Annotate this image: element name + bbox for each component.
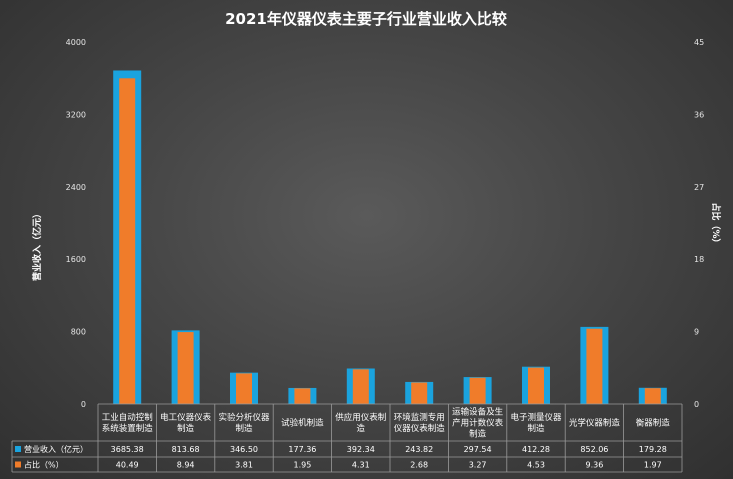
y-tick-label: 3200 — [66, 110, 86, 119]
data-label: 40.49 — [116, 461, 139, 470]
y2-tick-label: 18 — [694, 255, 704, 264]
y-axis-title: 营业收入（亿元） — [31, 209, 43, 281]
bar-share — [236, 373, 252, 404]
data-label: 179.28 — [639, 445, 667, 454]
legend-label: 营业收入（亿元） — [24, 444, 88, 454]
data-label: 4.53 — [527, 461, 545, 470]
bar-share — [119, 78, 136, 404]
bar-share — [469, 377, 486, 404]
data-label: 9.36 — [585, 461, 603, 470]
category-label: 衡器制造 — [636, 418, 671, 429]
data-label: 3.27 — [469, 461, 487, 470]
data-label: 1.97 — [644, 461, 662, 470]
y-tick-label: 0 — [81, 400, 86, 409]
bar-share — [294, 388, 311, 404]
data-label: 3.81 — [235, 461, 253, 470]
y-tick-label: 2400 — [66, 183, 86, 192]
data-label: 813.68 — [172, 445, 200, 454]
bar-share — [586, 328, 603, 404]
category-label: 电子测量仪器制造 — [510, 412, 562, 434]
y-tick-label: 800 — [71, 328, 86, 337]
category-label: 环境监测专用仪器仪表制造 — [394, 412, 446, 434]
data-label: 2.68 — [410, 461, 428, 470]
y2-tick-label: 45 — [694, 38, 704, 47]
data-label: 243.82 — [405, 445, 433, 454]
category-label: 电工仪器仪表制造 — [160, 412, 212, 434]
y-tick-label: 1600 — [66, 255, 86, 264]
legend-key — [15, 446, 21, 452]
legend-label: 占比（%） — [24, 460, 64, 470]
data-label: 1.95 — [293, 461, 311, 470]
category-label: 供应用仪表制造 — [335, 412, 386, 434]
data-label: 412.28 — [522, 445, 550, 454]
category-label: 实验分析仪器制造 — [218, 412, 270, 434]
data-label: 852.06 — [580, 445, 608, 454]
category-label: 试验机制造 — [281, 418, 324, 429]
y2-axis-title: 占比（%） — [710, 202, 722, 247]
bar-share — [177, 332, 194, 404]
data-label: 297.54 — [464, 445, 492, 454]
data-label: 3685.38 — [111, 445, 144, 454]
category-label: 运输设备及生产用计数仪表制造 — [452, 407, 504, 440]
data-label: 8.94 — [177, 461, 195, 470]
category-label: 光学仪器制造 — [569, 418, 621, 429]
legend-key — [15, 461, 21, 468]
bar-share — [352, 369, 369, 404]
y2-tick-label: 0 — [694, 400, 699, 409]
data-label: 392.34 — [347, 445, 375, 454]
y-tick-label: 4000 — [66, 38, 86, 47]
chart-title: 2021年仪器仪表主要子行业营业收入比较 — [225, 10, 507, 28]
data-label: 4.31 — [352, 461, 370, 470]
bar-share — [411, 382, 428, 404]
y2-tick-label: 36 — [694, 110, 704, 119]
y2-tick-label: 9 — [694, 328, 699, 337]
category-label: 工业自动控制系统装置制造 — [102, 412, 154, 434]
data-label: 177.36 — [288, 445, 316, 454]
bar-share — [528, 367, 544, 404]
bar-share — [644, 388, 661, 404]
data-label: 346.50 — [230, 445, 258, 454]
y2-tick-label: 27 — [694, 183, 704, 192]
